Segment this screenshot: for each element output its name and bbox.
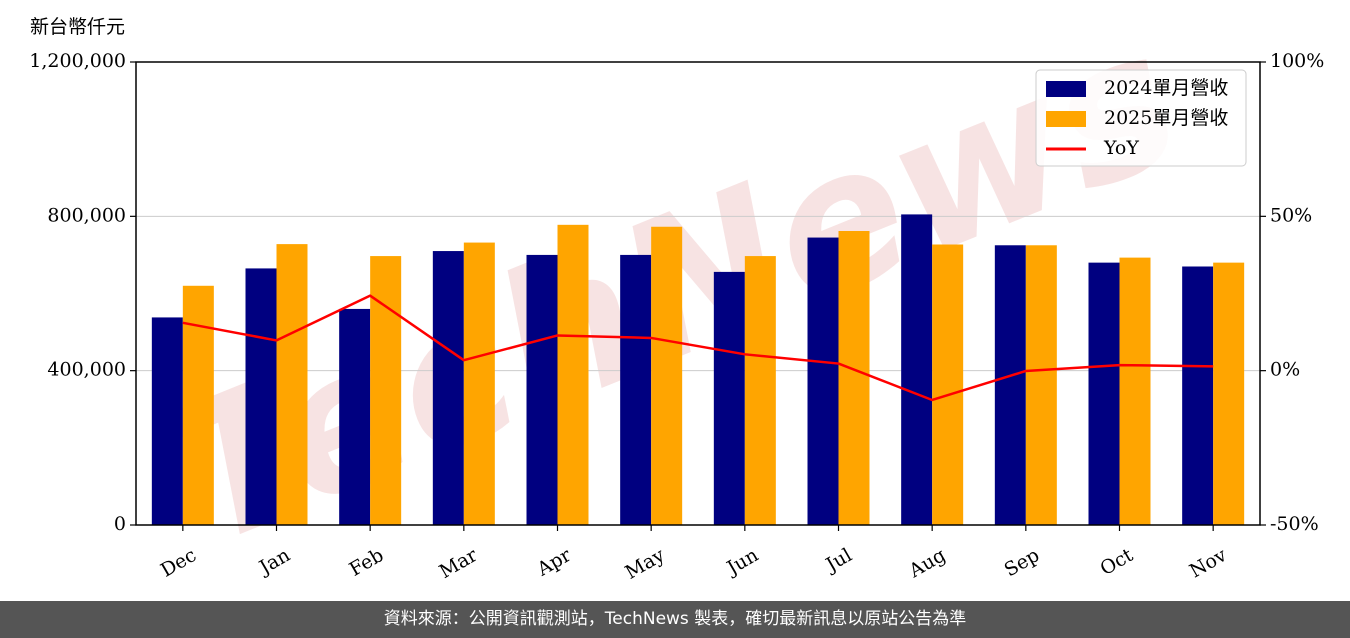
y-unit-label: 新台幣仟元 (30, 16, 125, 38)
bar-2025單月營收-Sep (1025, 245, 1057, 526)
bar-2025單月營收-Oct (1119, 257, 1151, 525)
bar-2025單月營收-Nov (1213, 262, 1245, 525)
bar-2025單月營收-Aug (932, 244, 964, 526)
y2-tick-label: 50% (1270, 204, 1312, 226)
source-footer: 資料來源：公開資訊觀測站，TechNews 製表，確切最新訊息以原站公告為準 (0, 601, 1350, 638)
legend-label: 2024單月營收 (1104, 77, 1228, 99)
y2-tick-label: 0% (1270, 359, 1300, 381)
y-tick-label: 800,000 (47, 204, 126, 226)
y-tick-label: 400,000 (47, 359, 126, 381)
x-tick-label: Mar (436, 544, 482, 583)
bar-2024單月營收-Jul (807, 237, 839, 525)
legend-label: 2025單月營收 (1104, 107, 1228, 129)
yoy-line (182, 294, 1214, 402)
bar-2024單月營收-Nov (1182, 266, 1214, 525)
x-tick-label: Aug (905, 544, 950, 583)
x-tick-label: Jul (821, 544, 856, 577)
x-tick-label: Oct (1096, 544, 1137, 580)
bar-2024單月營收-Oct (1088, 262, 1120, 525)
bar-2025單月營收-Jun (744, 256, 776, 525)
chart: TechNews 0400,000800,0001,200,000-50%0%5… (29, 0, 1324, 588)
bar-2024單月營收-Aug (901, 214, 933, 525)
legend-label: YoY (1103, 137, 1139, 159)
bar-2025單月營收-Jul (838, 230, 870, 525)
bar-2024單月營收-Feb (339, 308, 371, 525)
y2-tick-label: 100% (1270, 50, 1324, 72)
x-tick-label: Dec (157, 544, 200, 582)
yoy-line-layer (182, 294, 1214, 402)
legend-swatch (1046, 81, 1086, 97)
bar-2024單月營收-Mar (432, 251, 464, 525)
bar-2024單月營收-Sep (994, 245, 1026, 526)
plot-frame (135, 61, 1261, 526)
legend-swatch (1046, 111, 1086, 127)
grid (136, 215, 1260, 372)
x-tick-label: Feb (346, 544, 388, 581)
y-tick-label: 1,200,000 (29, 50, 126, 72)
legend: 2024單月營收 2025單月營收 YoY (1035, 69, 1247, 167)
y2-tick-label: -50% (1270, 513, 1319, 535)
y-tick-label: 0 (114, 513, 126, 535)
bars (151, 214, 1245, 526)
bar-2025單月營收-May (651, 226, 683, 525)
bar-2025單月營收-Jan (276, 244, 308, 525)
legend-box (1035, 69, 1247, 167)
bar-2025單月營收-Mar (463, 242, 495, 525)
bar-2024單月營收-Dec (151, 317, 183, 525)
bar-2025單月營收-Feb (370, 256, 402, 525)
x-tick-label: Nov (1186, 544, 1231, 583)
bar-2025單月營收-Apr (557, 224, 589, 526)
x-tick-label: Apr (533, 544, 576, 581)
bar-2024單月營收-May (620, 254, 652, 525)
bar-2024單月營收-Jan (245, 268, 277, 525)
x-tick-label: Sep (1001, 544, 1044, 581)
bar-2024單月營收-Apr (526, 254, 558, 525)
x-tick-label: Jun (722, 544, 763, 580)
bar-2025單月營收-Dec (182, 285, 214, 525)
x-tick-label: May (621, 544, 668, 584)
bar-2024單月營收-Jun (713, 271, 745, 525)
